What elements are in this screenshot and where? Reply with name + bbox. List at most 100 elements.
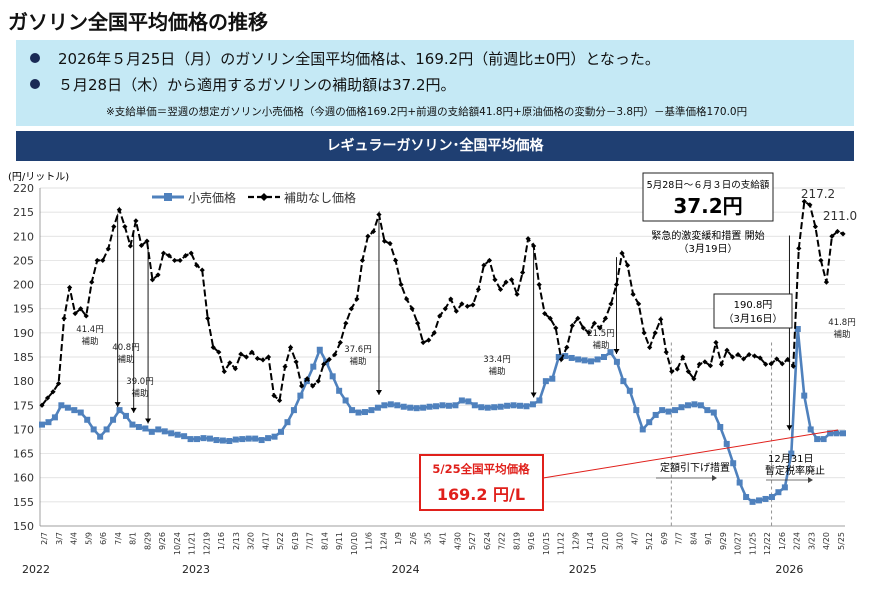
x-tick-label: 4/30 — [453, 532, 462, 550]
nosubsidy-point — [365, 233, 371, 239]
retail-point — [90, 426, 97, 433]
nosubsidy-point — [177, 257, 183, 264]
subsidy-label: 41.8円 — [828, 318, 855, 328]
y-tick-label: 195 — [13, 303, 34, 316]
retail-point — [200, 435, 207, 442]
x-tick-label: 10/15 — [542, 532, 551, 555]
retail-point — [542, 378, 549, 385]
retail-point — [646, 419, 653, 426]
nosubsidy-point — [520, 269, 526, 276]
retail-point — [129, 421, 136, 428]
x-tick-label: 3/23 — [807, 532, 816, 550]
retail-point — [465, 398, 472, 405]
year-label: 2024 — [392, 563, 420, 576]
price-chart: 150 155 160 165 170 175 180 185 190 195 200 205 210 2… — [8, 172, 857, 576]
x-tick-label: 8/29 — [143, 532, 152, 550]
nosubsidy-point — [221, 368, 227, 375]
nosubsidy-point — [392, 257, 399, 264]
retail-point — [103, 426, 110, 433]
retail-point — [433, 403, 440, 410]
year-label: 2025 — [569, 563, 597, 576]
nosubsidy-point — [39, 402, 45, 408]
emergency-measure-label: 緊急的激変緩和措置 開始 — [651, 229, 764, 242]
nosubsidy-point — [44, 395, 51, 401]
nosubsidy-point — [61, 315, 67, 321]
x-tick-label: 1/26 — [778, 532, 787, 550]
x-tick-label: 7/22 — [498, 532, 507, 550]
x-tick-label: 2/13 — [232, 532, 241, 550]
page-title: ガソリン全国平均価格の推移 — [8, 10, 268, 34]
subsidy-arrowhead — [145, 418, 152, 424]
nosubsidy-point — [796, 245, 802, 251]
subsidy-label: 40.8円 — [112, 343, 139, 353]
nosubsidy-point — [801, 198, 807, 205]
retail-point — [730, 460, 737, 467]
nosubsidy-point — [724, 347, 730, 353]
retail-point — [374, 404, 381, 411]
legend-retail-marker — [164, 193, 172, 201]
x-tick-label: 11/25 — [748, 532, 757, 555]
retail-point — [278, 428, 285, 435]
current-price-value: 169.2 円/L — [437, 485, 525, 504]
retail-point — [833, 430, 840, 437]
x-tick-label: 3/20 — [247, 532, 256, 550]
chart-banner: レギュラーガソリン･全国平均価格 — [16, 131, 854, 161]
subsidy-label: 補助 — [81, 336, 98, 347]
nosubsidy-point — [818, 257, 824, 264]
retail-point — [736, 479, 743, 486]
nosubsidy-point — [276, 397, 283, 404]
series-retail — [39, 325, 846, 505]
retail-point — [510, 402, 517, 409]
nosubsidy-point — [254, 355, 261, 362]
legend-nosubsidy-marker — [260, 193, 268, 201]
retail-point — [691, 401, 698, 408]
retail-point — [400, 403, 407, 410]
retail-point — [659, 407, 666, 414]
nosubsidy-point — [492, 277, 498, 283]
nosubsidy-point — [514, 291, 520, 297]
nosubsidy-point — [387, 240, 393, 247]
subsidy-label: 補助 — [349, 356, 366, 367]
nosubsidy-point — [199, 267, 205, 273]
nosubsidy-point — [812, 224, 818, 230]
x-axis: 2/7 3/7 4/4 5/9 6/6 7/4 8/1 8/29 9/26 10/24 11/21 1… — [22, 525, 846, 576]
retail-point — [39, 421, 45, 428]
nosubsidy-point — [94, 257, 100, 264]
x-tick-label: 7/17 — [306, 532, 315, 550]
nosubsidy-point — [823, 279, 830, 285]
nosubsidy-point — [232, 365, 238, 372]
retail-point — [265, 435, 272, 442]
nosubsidy-point — [299, 383, 305, 389]
retail-point — [194, 436, 201, 443]
retail-point — [45, 419, 52, 426]
nosubsidy-point — [481, 262, 487, 268]
nosubsidy-point — [370, 228, 377, 235]
nosubsidy-point — [669, 368, 675, 375]
x-tick-label: 9/29 — [719, 532, 728, 550]
y-tick-label: 185 — [13, 351, 34, 364]
retail-point — [290, 407, 297, 414]
retail-point — [297, 392, 304, 399]
retail-point — [710, 409, 717, 416]
nosubsidy-point — [359, 257, 365, 264]
x-tick-label: 5/22 — [276, 532, 285, 550]
retail-point — [794, 325, 801, 332]
x-tick-label: 2/10 — [601, 532, 610, 550]
subsidy-arrowhead — [375, 390, 382, 396]
retail-point — [116, 407, 123, 414]
retail-point — [303, 378, 310, 385]
x-tick-label: 4/4 — [70, 532, 79, 545]
retail-point — [349, 407, 356, 414]
x-tick-label: 8/1 — [129, 532, 138, 545]
x-tick-label: 7/4 — [114, 532, 123, 545]
retail-point — [122, 412, 129, 419]
nosubsidy-point — [713, 339, 719, 346]
subsidy-arrowhead — [114, 402, 121, 408]
x-tick-label: 5/9 — [84, 532, 93, 545]
retail-point — [361, 409, 368, 416]
nosubsidy-point — [381, 238, 388, 244]
x-tick-label: 6/19 — [291, 532, 300, 550]
y-tick-label: 200 — [13, 279, 34, 292]
x-tick-label: 9/16 — [527, 532, 536, 550]
subsidy-label: 補助 — [117, 354, 134, 365]
